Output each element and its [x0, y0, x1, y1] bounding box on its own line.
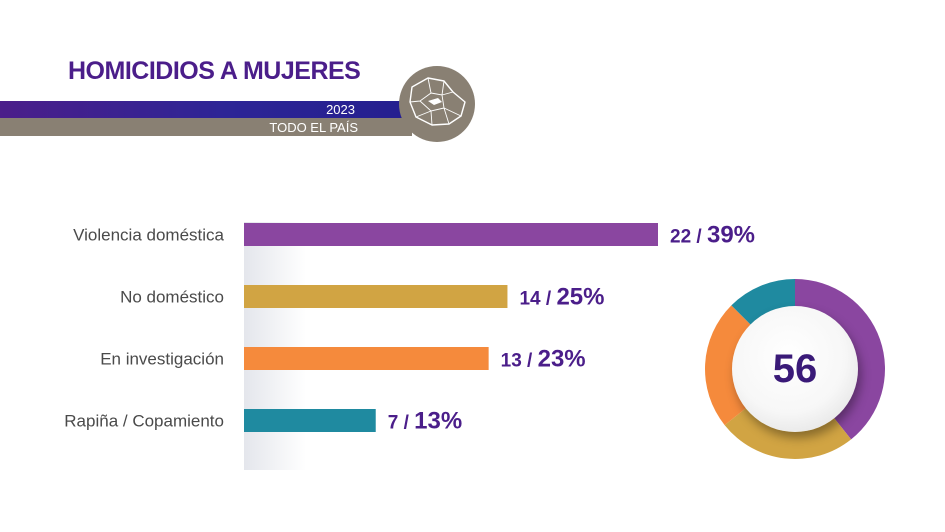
value-label: 13 / 23% — [501, 346, 586, 373]
bar — [244, 347, 489, 370]
total-count: 56 — [772, 346, 818, 391]
bar — [244, 285, 508, 308]
header-band-year — [0, 101, 412, 118]
value-label: 7 / 13% — [388, 408, 462, 435]
donut-slice — [731, 279, 795, 328]
category-label: Violencia doméstica — [73, 226, 224, 245]
bar — [244, 223, 658, 246]
scope-label: TODO EL PAÍS — [269, 120, 358, 135]
category-label: Rapiña / Copamiento — [64, 412, 224, 431]
uruguay-map-icon — [399, 66, 475, 142]
year-label: 2023 — [326, 102, 355, 117]
donut-center: 56 — [732, 306, 858, 432]
category-label: En investigación — [100, 350, 224, 369]
category-label: No doméstico — [120, 288, 224, 307]
value-label: 22 / 39% — [670, 222, 755, 249]
value-label: 14 / 25% — [519, 284, 604, 311]
page-title: HOMICIDIOS A MUJERES — [68, 57, 361, 85]
donut-slice — [795, 279, 885, 440]
header-band-scope — [0, 118, 412, 136]
bar — [244, 409, 376, 432]
